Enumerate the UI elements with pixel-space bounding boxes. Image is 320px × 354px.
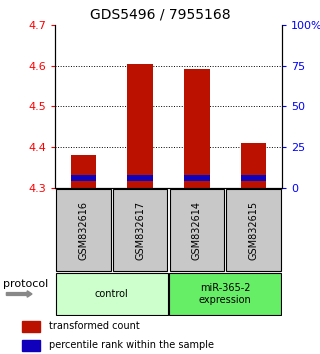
Bar [241,143,266,188]
Bar [127,64,153,188]
Bar [113,189,167,271]
Bar [71,175,96,181]
Bar [170,189,224,271]
Text: control: control [95,289,129,299]
Text: transformed count: transformed count [49,321,140,331]
Bar [127,175,153,181]
Text: GDS5496 / 7955168: GDS5496 / 7955168 [90,8,230,22]
Bar [226,189,281,271]
Text: miR-365-2
expression: miR-365-2 expression [199,283,252,305]
Bar [22,321,40,332]
Bar [241,175,266,181]
Text: GSM832615: GSM832615 [249,200,259,259]
Bar [169,273,281,315]
Bar [22,339,40,351]
Bar [56,189,111,271]
Text: protocol: protocol [3,279,48,289]
Text: GSM832614: GSM832614 [192,200,202,259]
Text: GSM832616: GSM832616 [78,200,88,259]
Bar [71,155,96,188]
Bar [184,175,210,181]
Text: percentile rank within the sample: percentile rank within the sample [49,340,214,350]
Text: GSM832617: GSM832617 [135,200,145,259]
Bar [184,69,210,188]
Bar [56,273,168,315]
